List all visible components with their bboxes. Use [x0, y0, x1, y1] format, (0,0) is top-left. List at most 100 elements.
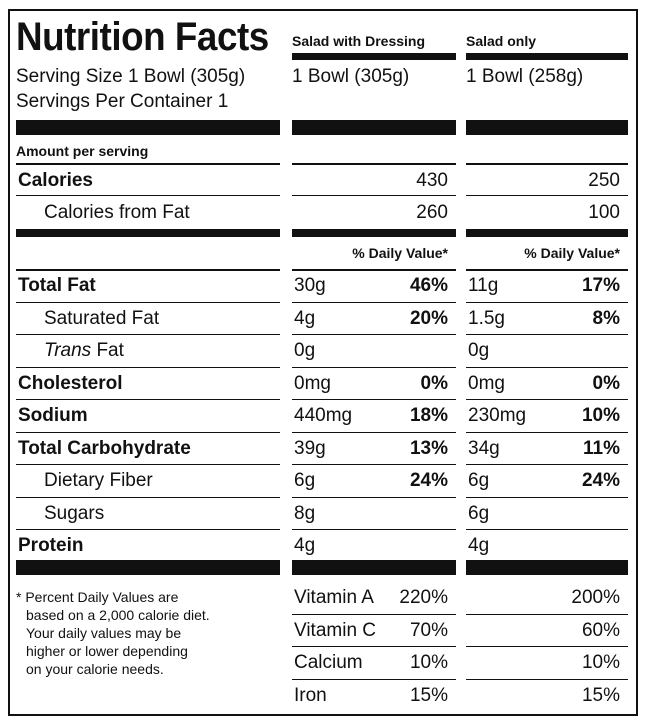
nutrient-daily-value-col2: 11% [583, 437, 620, 459]
thick-bar [16, 560, 280, 575]
rule [466, 529, 628, 530]
nutrient-amount-col1: 440mg [294, 405, 353, 426]
footnote: * Percent Daily Values are based on a 2,… [16, 588, 210, 678]
rule [466, 613, 628, 615]
footnote-line: on your calorie needs. [26, 661, 164, 677]
thick-bar [466, 560, 628, 575]
vitamin-label: Vitamin A [294, 587, 374, 608]
rule [466, 269, 628, 271]
nutrient-amount-col2: 34g [468, 437, 500, 459]
rule [466, 163, 628, 165]
thick-bar [466, 120, 628, 135]
footnote-line: based on a 2,000 calorie diet. [26, 607, 210, 623]
vitamin-value-col2: 200% [571, 587, 620, 608]
rule [292, 301, 456, 303]
column-header-bar-1 [292, 53, 456, 60]
rule [466, 399, 628, 400]
rule [466, 195, 628, 196]
nutrient-daily-value-col1: 20% [409, 307, 448, 329]
rule [466, 678, 628, 680]
nutrient-label: Cholesterol [18, 372, 123, 394]
thick-bar [292, 120, 456, 135]
vitamin-label: Calcium [294, 652, 363, 673]
rule [292, 366, 456, 368]
daily-value-header-col-2: % Daily Value* [524, 245, 620, 261]
vitamin-value-col2: 10% [581, 652, 620, 673]
nutrient-amount-col2: 4g [468, 535, 490, 556]
nutrient-daily-value-col2: 10% [581, 405, 620, 426]
column-header-salad-only: Salad only [466, 33, 537, 49]
nutrient-label: Protein [18, 535, 84, 556]
nutrient-amount-col2: 1.5g [468, 307, 505, 329]
nutrient-amount-col1: 39g [294, 437, 326, 459]
rule [466, 646, 628, 647]
rule [16, 163, 280, 165]
nutrient-daily-value-col2: 8% [592, 307, 620, 329]
nutrient-daily-value-col1: 24% [409, 470, 448, 491]
nutrient-amount-col1: 6g [294, 470, 316, 491]
calories-from-fat-col-2: 100 [588, 202, 620, 223]
vitamin-value-col1: 10% [409, 652, 448, 673]
rule [292, 646, 456, 647]
medium-bar [292, 229, 456, 237]
label-title: Nutrition Facts [16, 15, 269, 59]
rule [292, 678, 456, 680]
rule [16, 269, 280, 271]
vitamin-label: Iron [294, 684, 327, 706]
rule [16, 496, 280, 498]
rule [16, 301, 280, 303]
nutrient-label: Sodium [18, 405, 88, 426]
rule [466, 366, 628, 368]
nutrient-amount-col2: 11g [468, 275, 499, 296]
rule [292, 334, 456, 335]
nutrient-amount-col2: 6g [468, 502, 490, 524]
rule [292, 163, 456, 165]
footnote-line: Your daily values may be [26, 625, 182, 641]
nutrient-amount-col2: 0g [468, 340, 490, 361]
column-header-bar-2 [466, 53, 628, 60]
nutrient-label-rest: Fat [91, 340, 124, 361]
serving-col-1: 1 Bowl (305g) [292, 66, 410, 87]
rule [292, 496, 456, 498]
rule [292, 431, 456, 433]
rule [16, 529, 280, 530]
medium-bar [16, 229, 280, 237]
serving-col-2: 1 Bowl (258g) [466, 66, 584, 87]
nutrient-daily-value-col2: 17% [581, 275, 620, 296]
nutrient-amount-col1: 8g [294, 502, 316, 524]
calories-from-fat-col-1: 260 [416, 202, 448, 223]
rule [292, 613, 456, 615]
nutrient-amount-col1: 0g [294, 340, 316, 361]
nutrient-label: Saturated Fat [44, 307, 160, 329]
nutrient-label: Total Carbohydrate [18, 437, 191, 459]
vitamin-value-col1: 70% [409, 619, 448, 641]
footnote-line: higher or lower depending [26, 643, 188, 659]
rule [466, 301, 628, 303]
footnote-line: * Percent Daily Values are [16, 589, 179, 605]
nutrient-amount-col2: 230mg [468, 405, 527, 426]
rule [16, 195, 280, 196]
rule [16, 366, 280, 368]
nutrient-amount-col1: 30g [294, 275, 326, 296]
nutrient-label: Sugars [44, 502, 105, 524]
nutrient-amount-col2: 6g [468, 470, 490, 491]
nutrient-label-italic: Trans [44, 340, 92, 361]
nutrient-daily-value-col1: 46% [409, 275, 448, 296]
vitamin-value-col2: 15% [581, 684, 620, 706]
servings-per-container: Servings Per Container 1 [16, 91, 229, 112]
thick-bar [16, 120, 280, 135]
rule [466, 496, 628, 498]
calories-label: Calories [18, 170, 93, 191]
rule [466, 334, 628, 335]
column-header-salad-with-dressing: Salad with Dressing [292, 33, 426, 49]
serving-size: Serving Size 1 Bowl (305g) [16, 66, 246, 87]
rule [292, 529, 456, 530]
rule [292, 195, 456, 196]
thick-bar [292, 560, 456, 575]
rule [16, 431, 280, 433]
nutrient-amount-col1: 4g [294, 307, 316, 329]
calories-col-1: 430 [416, 170, 448, 191]
nutrient-amount-col1: 0mg [294, 372, 331, 394]
amount-per-serving: Amount per serving [16, 143, 149, 159]
rule [16, 334, 280, 335]
